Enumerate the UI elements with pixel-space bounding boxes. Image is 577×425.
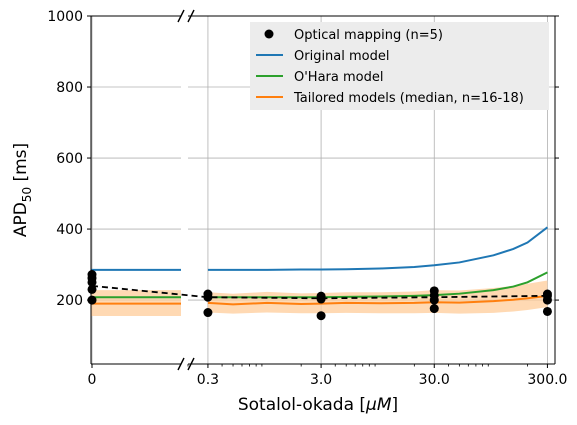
y-tick-label-0: 200 (56, 293, 83, 309)
axis-break-mark-0-b (187, 9, 195, 23)
optical-points-layer (87, 270, 552, 321)
axes-frame (90, 9, 556, 371)
optical-point-14 (429, 286, 439, 296)
y-tick-label-3: 800 (56, 80, 83, 96)
x-tick-label-3: 30.0 (419, 372, 450, 388)
optical-point-4 (87, 270, 97, 280)
optical-point-8 (316, 311, 326, 321)
optical-point-0 (87, 295, 97, 305)
legend-label-optical: Optical mapping (n=5) (294, 28, 443, 43)
y-axis-label: APD50 [ms] (11, 143, 34, 237)
legend-box (250, 22, 549, 110)
tailored-models-median-n-16-18-line-right (207, 294, 548, 306)
axis-break-mark-1-b (187, 357, 195, 371)
legend: Optical mapping (n=5) Original model O'H… (250, 22, 549, 110)
y-axis-label-unit: [ms] (11, 143, 31, 187)
optical-mapping-mean-line (91, 284, 548, 300)
x-axis-label-main: Sotalol-okada [ (238, 395, 366, 415)
axis-break-mark-0-a (177, 9, 185, 23)
optical-point-10 (316, 291, 326, 301)
series-lines-layer (91, 226, 549, 306)
y-tick-label-1: 400 (56, 222, 83, 238)
legend-label-ohara: O'Hara model (294, 70, 383, 85)
x-axis-label: Sotalol-okada [μM] (238, 395, 398, 415)
y-tick-label-2: 600 (56, 151, 83, 167)
y-tick-label-4: 1000 (47, 9, 83, 25)
x-axis-label-close: ] (392, 395, 399, 415)
optical-point-1 (87, 284, 97, 294)
x-axis-label-unit: μM (365, 395, 392, 415)
x-tick-label-1: 0.3 (197, 372, 219, 388)
legend-marker-optical (264, 29, 274, 39)
legend-label-tailored: Tailored models (median, n=16-18) (293, 91, 524, 106)
optical-point-18 (542, 289, 552, 299)
x-tick-label-0: 0 (88, 372, 97, 388)
legend-label-original: Original model (294, 49, 389, 64)
x-tick-label-4: 300.0 (527, 372, 567, 388)
tick-marks-layer: 200 400 600 800 1000 0 0.3 3.0 30.0 300.0 (47, 9, 567, 388)
optical-point-11 (429, 304, 439, 314)
axis-break-mark-1-a (177, 357, 185, 371)
original-model-line-right (207, 226, 549, 271)
optical-point-5 (203, 308, 213, 318)
y-axis-label-subscript: 50 (20, 187, 34, 202)
optical-point-7 (203, 289, 213, 299)
optical-point-15 (542, 306, 552, 316)
y-axis-label-main: APD (11, 202, 31, 237)
x-tick-label-2: 3.0 (310, 372, 332, 388)
